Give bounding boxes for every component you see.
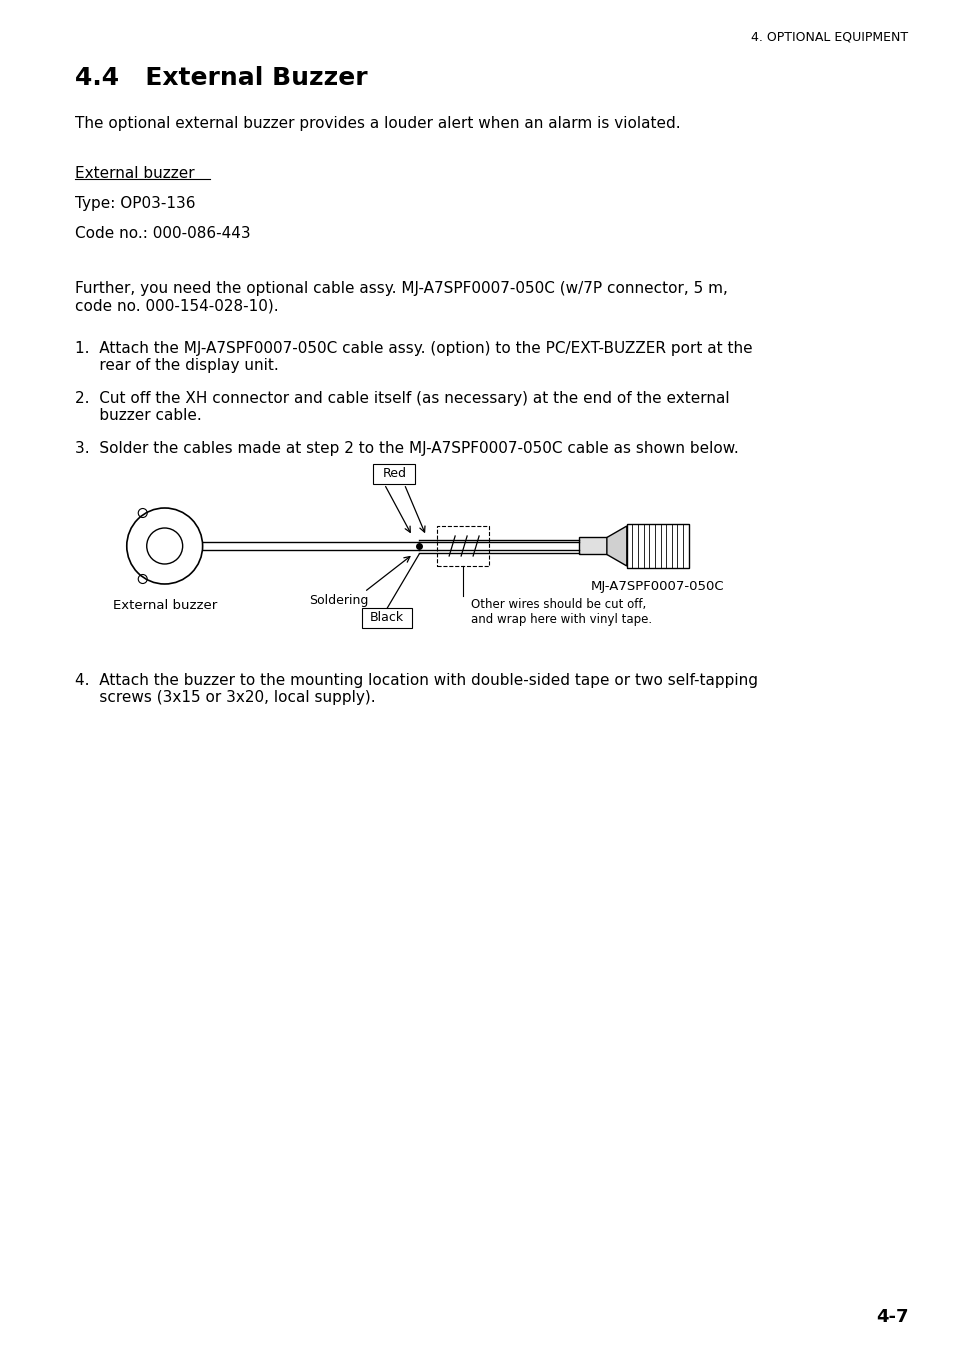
Bar [578,538,606,554]
Text: Red: Red [382,467,406,481]
Text: External buzzer: External buzzer [112,598,216,612]
Bar [436,526,489,566]
Text: 4.  Attach the buzzer to the mounting location with double-sided tape or two sel: 4. Attach the buzzer to the mounting loc… [74,673,757,705]
Text: MJ-A7SPF0007-050C: MJ-A7SPF0007-050C [590,580,724,593]
Polygon shape [606,526,626,566]
Text: 4.4   External Buzzer: 4.4 External Buzzer [74,66,367,91]
Text: Black: Black [370,612,404,624]
Text: 4-7: 4-7 [875,1308,907,1325]
Text: 3.  Solder the cables made at step 2 to the MJ-A7SPF0007-050C cable as shown bel: 3. Solder the cables made at step 2 to t… [74,440,738,457]
Text: The optional external buzzer provides a louder alert when an alarm is violated.: The optional external buzzer provides a … [74,116,679,131]
Bar [626,524,688,567]
Text: Type: OP03-136: Type: OP03-136 [74,196,195,211]
Text: 2.  Cut off the XH connector and cable itself (as necessary) at the end of the e: 2. Cut off the XH connector and cable it… [74,390,729,423]
Text: Soldering: Soldering [309,594,369,607]
Bar [362,608,412,628]
Text: Further, you need the optional cable assy. MJ-A7SPF0007-050C (w/7P connector, 5 : Further, you need the optional cable ass… [74,281,727,313]
Text: 4. OPTIONAL EQUIPMENT: 4. OPTIONAL EQUIPMENT [750,31,907,45]
Text: Code no.: 000-086-443: Code no.: 000-086-443 [74,226,251,240]
Text: Other wires should be cut off,
and wrap here with vinyl tape.: Other wires should be cut off, and wrap … [471,598,652,626]
Text: 1.  Attach the MJ-A7SPF0007-050C cable assy. (option) to the PC/EXT-BUZZER port : 1. Attach the MJ-A7SPF0007-050C cable as… [74,340,752,373]
Text: External buzzer: External buzzer [74,166,194,181]
Bar [373,463,415,484]
